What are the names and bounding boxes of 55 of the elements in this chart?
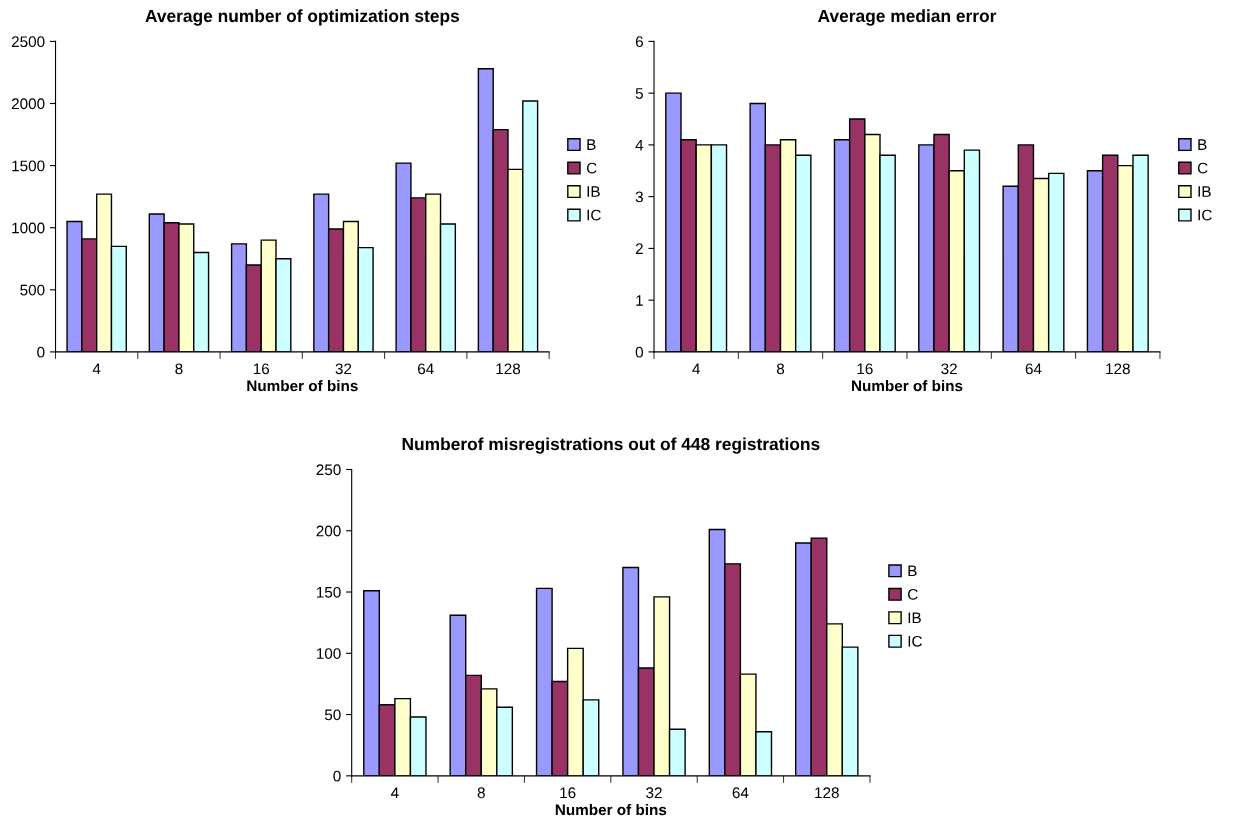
y-tick-label: 1500 xyxy=(12,160,45,172)
x-tick-label: 32 xyxy=(335,363,352,375)
chart-title: Numberof misregistrations out of 448 registrations xyxy=(402,437,820,454)
y-tick-label: 5 xyxy=(635,88,643,99)
legend-label: IC xyxy=(1198,209,1212,221)
x-tick-label: 16 xyxy=(857,363,873,375)
y-tick-label: 0 xyxy=(333,770,341,782)
x-tick-label: 4 xyxy=(390,787,399,799)
x-tick-label: 32 xyxy=(646,787,662,799)
legend-label: C xyxy=(586,162,597,174)
y-tick-label: 500 xyxy=(20,284,45,296)
x-tick-label: 64 xyxy=(732,787,749,799)
legend-label: IB xyxy=(908,612,921,624)
x-axis-title: Number of bins xyxy=(247,380,358,392)
y-tick-label: 50 xyxy=(324,709,341,721)
x-axis-title: Number of bins xyxy=(851,380,963,392)
y-tick-label: 4 xyxy=(635,139,644,151)
y-tick-label: 2000 xyxy=(11,98,45,110)
y-tick-label: 100 xyxy=(316,648,341,659)
y-tick-label: 2500 xyxy=(11,36,45,48)
y-tick-label: 150 xyxy=(316,586,341,598)
y-tick-label: 6 xyxy=(635,36,643,48)
x-tick-label: 128 xyxy=(815,787,839,799)
x-tick-label: 8 xyxy=(477,787,485,799)
legend-label: IB xyxy=(587,186,600,197)
x-tick-label: 16 xyxy=(253,363,270,375)
y-tick-label: 200 xyxy=(316,525,341,537)
legend-label: IB xyxy=(1198,186,1211,197)
x-tick-label: 64 xyxy=(1025,363,1042,375)
legend-label: B xyxy=(587,139,596,150)
legend-label: IC xyxy=(587,209,601,221)
y-tick-label: 0 xyxy=(37,346,45,358)
x-tick-label: 8 xyxy=(776,363,785,375)
y-tick-label: 250 xyxy=(316,464,341,476)
x-tick-label: 4 xyxy=(692,363,700,375)
legend-label: B xyxy=(1198,139,1207,150)
legend-label: C xyxy=(908,588,918,600)
x-tick-label: 64 xyxy=(418,363,434,375)
y-tick-label: 1000 xyxy=(12,222,45,234)
x-tick-label: 128 xyxy=(1106,363,1130,375)
y-tick-label: 1 xyxy=(636,295,643,306)
legend-label: B xyxy=(908,565,917,577)
x-tick-label: 128 xyxy=(496,363,521,375)
x-tick-label: 16 xyxy=(560,787,576,799)
y-tick-label: 3 xyxy=(635,191,643,203)
x-tick-label: 8 xyxy=(175,363,183,375)
x-tick-label: 4 xyxy=(92,363,101,375)
y-tick-label: 0 xyxy=(635,346,644,358)
x-tick-label: 32 xyxy=(941,363,957,375)
y-tick-label: 2 xyxy=(635,243,643,254)
legend-label: IC xyxy=(908,635,922,647)
chart-title: Average median error xyxy=(818,9,997,26)
chart-title: Average number of optimization steps xyxy=(145,9,460,26)
legend-label: C xyxy=(1197,162,1208,174)
x-axis-title: Number of bins xyxy=(555,803,667,816)
